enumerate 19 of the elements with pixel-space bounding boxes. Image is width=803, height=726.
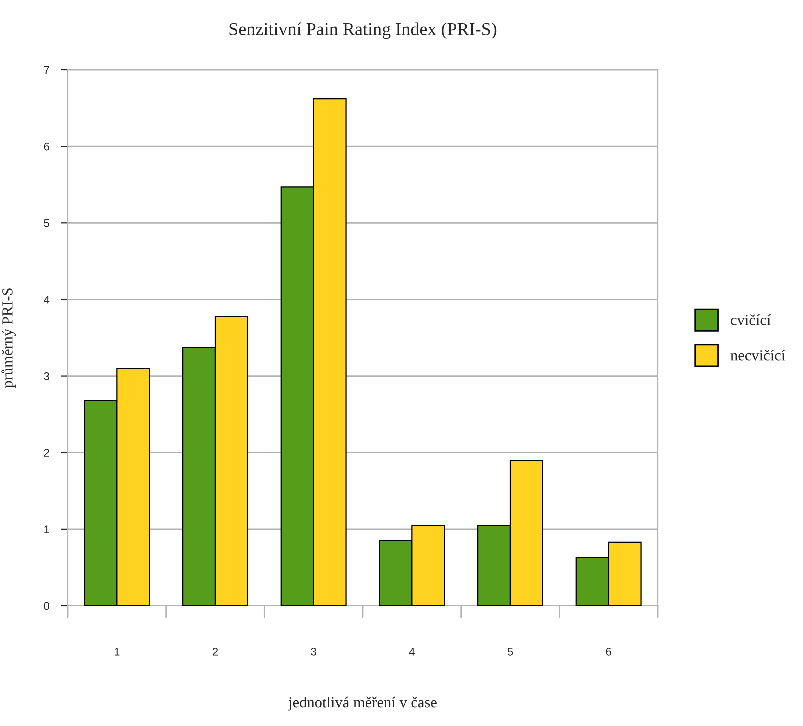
x-tick-label: 1 <box>114 648 120 656</box>
y-tick-label: 2 <box>44 449 50 457</box>
y-tick-label: 0 <box>44 602 50 610</box>
y-tick-label: 4 <box>44 296 50 304</box>
y-tick-label: 7 <box>44 66 50 74</box>
y-tick-label: 6 <box>44 142 50 151</box>
x-tick-label: 3 <box>311 648 316 656</box>
y-tick-label: 5 <box>44 220 50 228</box>
y-axis-title: průměrný PRI-S <box>2 288 16 388</box>
x-tick-label: 2 <box>212 648 218 656</box>
y-tick-label: 3 <box>44 372 50 380</box>
chart-title: Senzitivní Pain Rating Index (PRI-S) <box>230 22 497 40</box>
x-tick-label: 4 <box>409 648 415 656</box>
y-tick-label: 1 <box>44 526 50 534</box>
x-axis-title: jednotlivá měření v čase <box>288 696 437 711</box>
legend-label: necvičící <box>730 350 786 361</box>
legend-label: cvičící <box>731 314 772 326</box>
x-tick-label: 6 <box>606 648 612 656</box>
x-tick-label: 5 <box>508 648 514 656</box>
